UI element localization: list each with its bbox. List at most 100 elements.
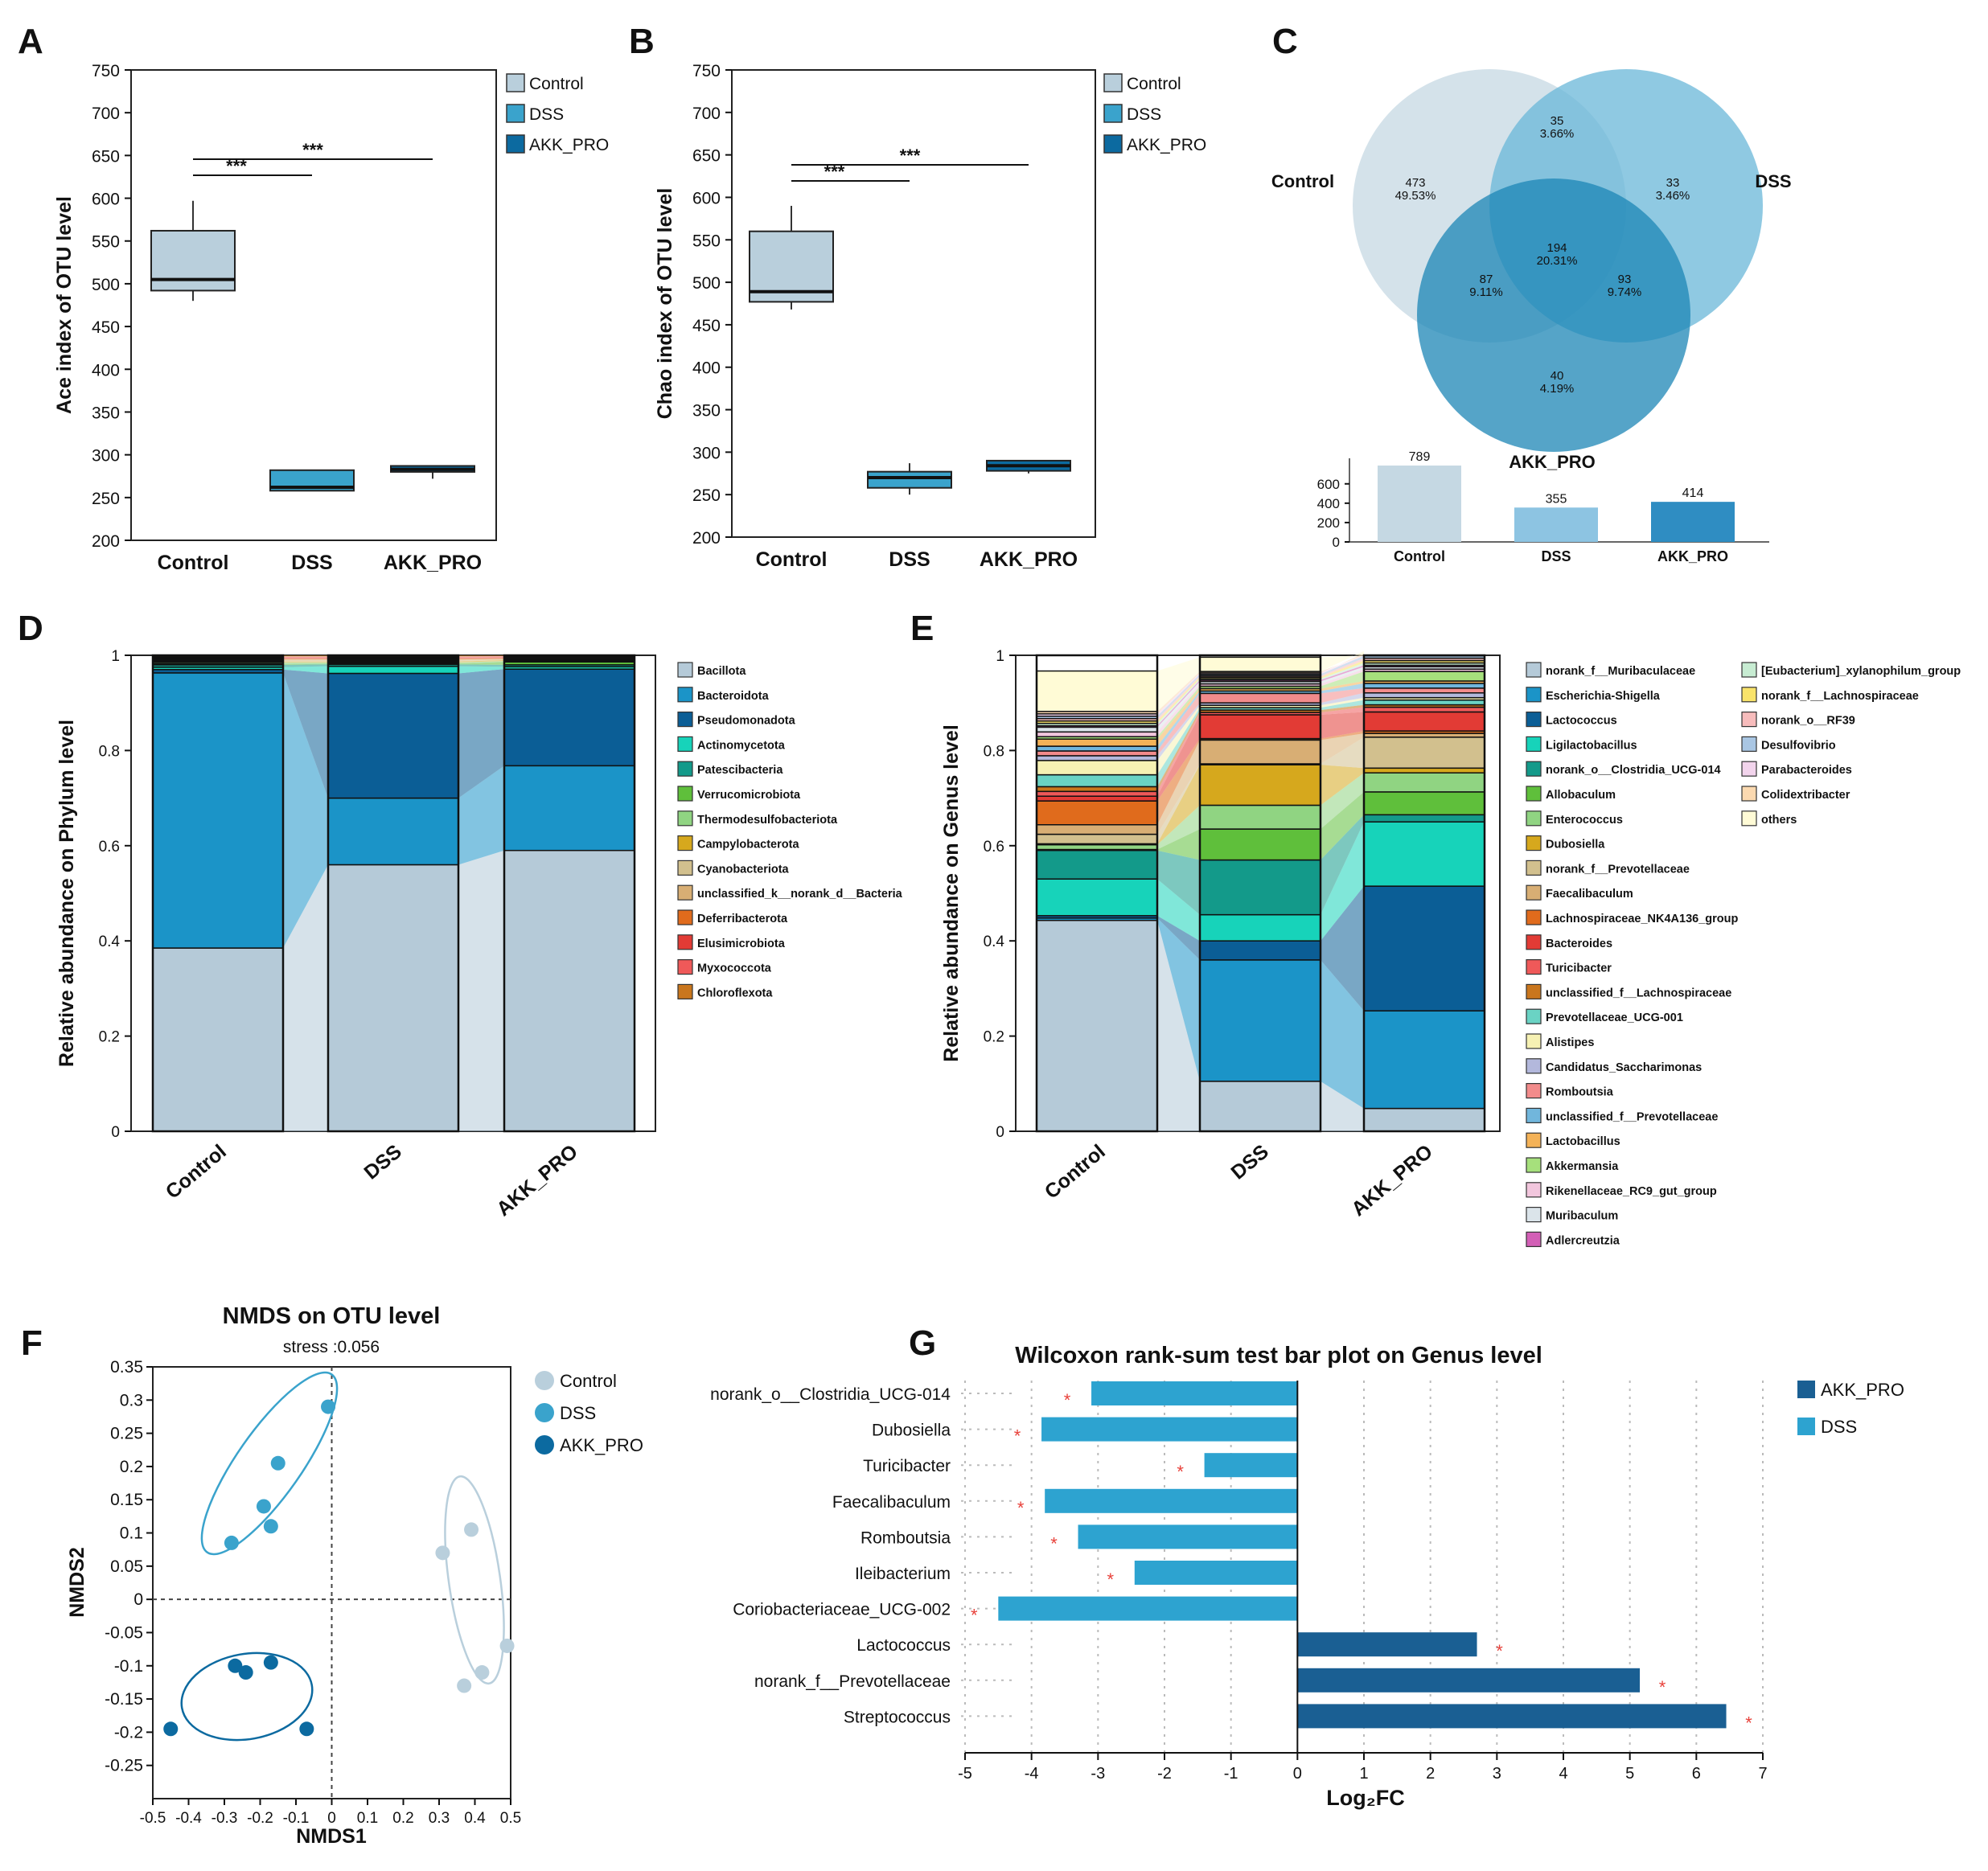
y-tick-label: 0.3 (120, 1391, 143, 1409)
bar-segment (327, 665, 459, 675)
significance-label: *** (900, 146, 921, 166)
totals-bar-akk_pro (1651, 502, 1735, 542)
panel-label-d: D (18, 609, 43, 648)
legend-label: Elusimicrobiota (697, 938, 786, 950)
y-tick-label: -0.25 (105, 1757, 143, 1775)
y-tick-label: 0.35 (110, 1358, 143, 1377)
legend-label: DSS (560, 1403, 596, 1423)
bar-coriobacteriaceae_ucg-002 (998, 1596, 1298, 1621)
x-tick-label: -5 (958, 1765, 972, 1783)
x-tick-label: -2 (1157, 1765, 1172, 1783)
totals-x-tick-label: AKK_PRO (1657, 548, 1728, 564)
flow-band (1321, 712, 1364, 739)
legend-label: Faecalibaculum (1546, 888, 1633, 901)
ellipse-akk (180, 1651, 314, 1742)
bar-segment (1036, 919, 1158, 1132)
legend-swatch (1526, 909, 1542, 925)
legend-swatch (677, 786, 693, 802)
significance-star: * (1064, 1390, 1071, 1410)
bar-segment (1036, 760, 1158, 776)
flow-band (1321, 814, 1364, 915)
venn-region-count: 33 (1666, 176, 1680, 190)
x-tick-label: 1 (1359, 1765, 1368, 1783)
box-control (150, 229, 236, 292)
legend-label: Patescibacteria (697, 764, 783, 777)
flow-band (1157, 677, 1200, 724)
legend-swatch (1526, 884, 1542, 901)
flow-band (1321, 959, 1364, 1109)
flow-band (1321, 653, 1364, 673)
y-tick-label: 0.6 (984, 839, 1004, 855)
y-tick-label: -0.1 (114, 1657, 143, 1676)
legend-marker (535, 1435, 554, 1455)
bar-segment (1199, 764, 1321, 806)
legend-marker (535, 1403, 554, 1422)
legend-label: AKK_PRO (1821, 1380, 1904, 1400)
venn-set-label: DSS (1755, 171, 1791, 191)
totals-bar-value: 355 (1546, 492, 1567, 506)
flow-band (283, 669, 328, 798)
flow-band (1157, 917, 1200, 1081)
flow-band (1321, 683, 1364, 694)
bar-segment (327, 672, 459, 799)
flow-band (1157, 705, 1200, 775)
flow-band (458, 669, 504, 798)
point-dss (256, 1499, 271, 1514)
flow-band (1321, 822, 1364, 942)
y-tick-label: 450 (92, 318, 120, 337)
ellipse-dss (200, 1371, 339, 1556)
y-tick-label: 0.6 (99, 839, 120, 855)
bar-outline (151, 654, 285, 1133)
y-axis-label: Chao index of OTU level (654, 188, 676, 420)
flow-band (283, 663, 328, 665)
y-tick-label: 300 (692, 444, 721, 462)
legend-label: Parabacteroides (1761, 764, 1852, 777)
venn-region-pct: 20.31% (1537, 254, 1578, 268)
bar-outline (327, 654, 460, 1133)
significance-star: * (1496, 1641, 1503, 1661)
venn-region-pct: 49.53% (1395, 189, 1436, 203)
venn-region-count: 93 (1618, 273, 1632, 286)
point-dss (224, 1535, 239, 1550)
legend-swatch (1103, 73, 1123, 92)
legend-label: Lactobacillus (1546, 1135, 1620, 1148)
flow-band (1157, 693, 1200, 756)
legend-label: Actinomycetota (697, 739, 786, 752)
y-tick-label: 650 (692, 147, 721, 166)
flow-band (1157, 672, 1200, 716)
legend-swatch (1526, 1058, 1542, 1074)
point-control (474, 1665, 490, 1680)
y-tick-label: 750 (692, 62, 721, 80)
flow-band (283, 656, 328, 658)
y-tick-label: 0.2 (99, 1029, 120, 1046)
flow-band (1321, 773, 1364, 830)
venn-region-pct: 3.46% (1656, 189, 1690, 203)
legend-label: Adlercreutzia (1546, 1234, 1620, 1247)
venn-region-count: 194 (1546, 241, 1567, 255)
flow-band (1321, 671, 1364, 689)
flow-band (458, 662, 504, 665)
venn-region-count: 40 (1551, 369, 1564, 383)
legend-label: Myxococcota (697, 962, 772, 975)
flow-band (458, 765, 504, 865)
flow-band (458, 659, 504, 661)
flow-band (283, 661, 328, 663)
y-tick-label: 700 (692, 105, 721, 123)
legend-label: Romboutsia (1546, 1086, 1614, 1099)
flow-band (1157, 765, 1200, 845)
y-tick-label: 0.8 (984, 743, 1004, 760)
x-tick-label: -0.1 (283, 1810, 310, 1827)
bar-turicibacter (1204, 1453, 1298, 1478)
significance-star: * (1659, 1677, 1666, 1697)
legend-label: Verrucomicrobiota (697, 789, 801, 802)
flow-band (1157, 691, 1200, 751)
x-tick-label: -4 (1025, 1765, 1039, 1783)
legend-label: Control (560, 1371, 617, 1391)
venn-region-pct: 9.74% (1608, 285, 1642, 299)
legend-label: norank_f__Muribaculaceae (1546, 665, 1695, 678)
flow-band (1321, 733, 1364, 764)
bar-segment (1363, 885, 1485, 1011)
flow-band (1321, 704, 1364, 713)
bar-segment (1036, 731, 1158, 737)
